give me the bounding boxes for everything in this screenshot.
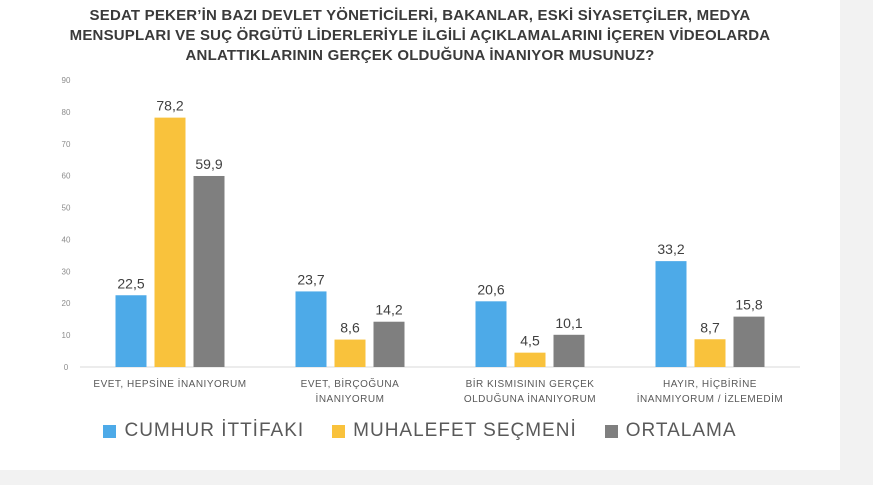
legend-swatch-muhalefet (332, 424, 346, 438)
legend-swatch-ortalama (604, 424, 618, 438)
data-label-0-3: 33,2 (657, 241, 684, 257)
bar-2-0 (193, 175, 225, 367)
x-tick-label-1-0: EVET, BİRÇOĞUNA (301, 377, 400, 390)
x-tick-label-2-1: OLDUĞUNA İNANIYORUM (464, 392, 596, 405)
bar-0-1 (295, 291, 327, 367)
data-label-1-0: 78,2 (156, 98, 183, 114)
bar-2-3 (733, 316, 765, 367)
y-tick-label-3: 30 (62, 267, 71, 276)
legend-label-ortalama: ORTALAMA (625, 420, 737, 441)
chart-title-line-3: ANLATTIKLARININ GERÇEK OLDUĞUNA İNANIYOR… (185, 47, 655, 64)
legend-item-ortalama: ORTALAMA (604, 420, 737, 442)
data-label-1-1: 8,6 (340, 320, 360, 336)
x-tick-label-3-0: HAYIR, HİÇBİRİNE (663, 377, 757, 390)
bar-0-2 (475, 301, 507, 367)
data-label-1-3: 8,7 (700, 319, 720, 335)
y-tick-label-1: 10 (62, 331, 71, 340)
x-tick-label-1-1: İNANIYORUM (316, 392, 385, 405)
x-tick-label-0-0: EVET, HEPSİNE İNANIYORUM (93, 377, 246, 390)
bar-2-2 (553, 334, 585, 367)
legend-swatch-cumhur (103, 424, 117, 438)
bar-1-1 (334, 339, 366, 367)
y-tick-label-7: 70 (62, 140, 71, 149)
data-label-0-0: 22,5 (117, 275, 144, 291)
data-label-2-0: 59,9 (195, 156, 222, 172)
legend-item-muhalefet: MUHALEFET SEÇMENİ (332, 420, 577, 442)
chart-title: SEDAT PEKER’İN BAZI DEVLET YÖNETİCİLERİ,… (60, 6, 780, 66)
y-tick-label-9: 90 (62, 76, 71, 85)
data-label-1-2: 4,5 (520, 333, 540, 349)
y-tick-label-8: 80 (62, 108, 71, 117)
bottom-gutter (0, 470, 873, 485)
legend-label-muhalefet: MUHALEFET SEÇMENİ (353, 420, 577, 441)
chart-legend: CUMHUR İTTİFAKI MUHALEFET SEÇMENİ ORTALA… (0, 420, 840, 442)
y-tick-label-5: 50 (62, 204, 71, 213)
y-tick-label-2: 20 (62, 299, 71, 308)
chart-title-line-2: MENSUPLARI VE SUÇ ÖRGÜTÜ LİDERLERİYLE İL… (69, 27, 771, 44)
y-tick-label-0: 0 (64, 363, 69, 372)
chart-title-line-1: SEDAT PEKER’İN BAZI DEVLET YÖNETİCİLERİ,… (89, 7, 751, 24)
bar-0-3 (655, 261, 687, 367)
legend-item-cumhur: CUMHUR İTTİFAKI (103, 420, 304, 442)
bar-2-1 (373, 321, 405, 367)
data-label-0-1: 23,7 (297, 271, 324, 287)
x-tick-label-2-0: BİR KISMISININ GERÇEK (466, 377, 595, 390)
y-tick-label-6: 60 (62, 172, 71, 181)
x-tick-label-3-1: İNANMIYORUM / İZLEMEDİM (637, 392, 784, 405)
chart-frame: SEDAT PEKER’İN BAZI DEVLET YÖNETİCİLERİ,… (0, 6, 840, 442)
right-gutter (840, 0, 873, 485)
bar-1-0 (154, 117, 186, 367)
bar-chart: 0 10 20 30 40 50 60 70 80 90 22,5 78,2 59,9 EVET, HEP… (62, 76, 800, 405)
bar-1-3 (694, 339, 726, 367)
data-label-0-2: 20,6 (477, 281, 504, 297)
bar-0-0 (115, 295, 147, 367)
legend-label-cumhur: CUMHUR İTTİFAKI (124, 420, 305, 441)
data-label-2-2: 10,1 (555, 315, 582, 331)
bar-1-2 (514, 352, 546, 367)
y-tick-label-4: 40 (62, 235, 71, 244)
data-label-2-1: 14,2 (375, 302, 402, 318)
data-label-2-3: 15,8 (735, 297, 762, 313)
